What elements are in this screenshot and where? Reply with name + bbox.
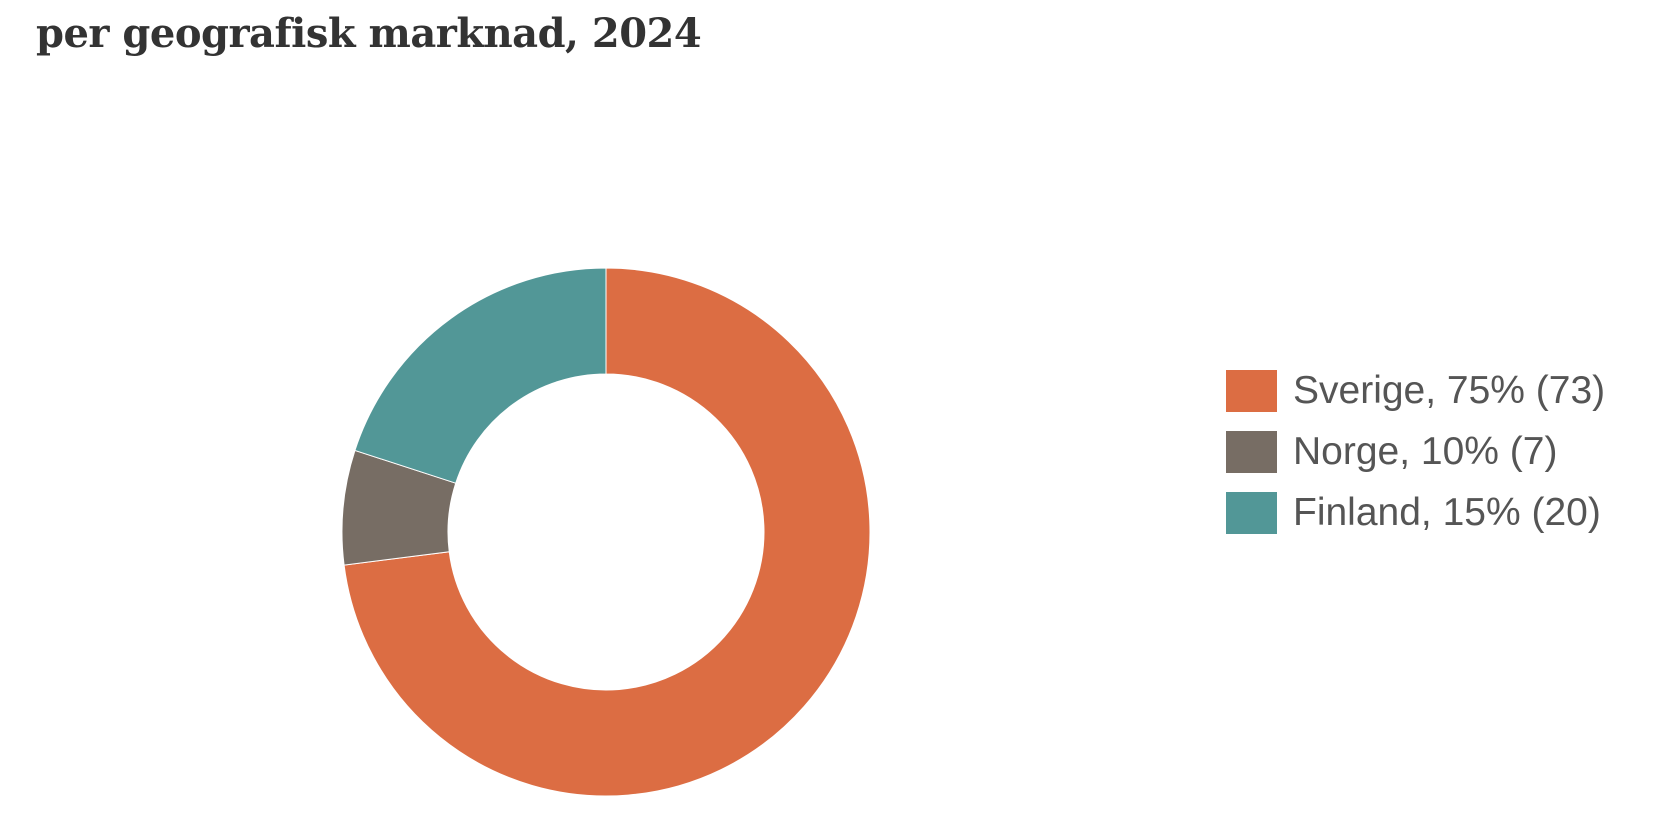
slice-finland xyxy=(354,267,607,484)
legend-swatch-sverige xyxy=(1226,370,1277,412)
legend-swatch-norge xyxy=(1226,431,1277,473)
slice-sverige xyxy=(343,267,871,797)
chart-title: per geografisk marknad, 2024 xyxy=(36,10,702,57)
legend-label-sverige: Sverige, 75% (73) xyxy=(1293,369,1606,412)
legend-item-norge: Norge, 10% (7) xyxy=(1226,431,1605,473)
legend-label-finland: Finland, 15% (20) xyxy=(1293,491,1601,534)
legend-label-norge: Norge, 10% (7) xyxy=(1293,430,1558,473)
donut-slices xyxy=(341,267,871,797)
legend-item-sverige: Sverige, 75% (73) xyxy=(1226,370,1605,412)
legend-item-finland: Finland, 15% (20) xyxy=(1226,492,1605,534)
legend: Sverige, 75% (73) Norge, 10% (7) Finland… xyxy=(1226,370,1605,553)
legend-swatch-finland xyxy=(1226,492,1277,534)
